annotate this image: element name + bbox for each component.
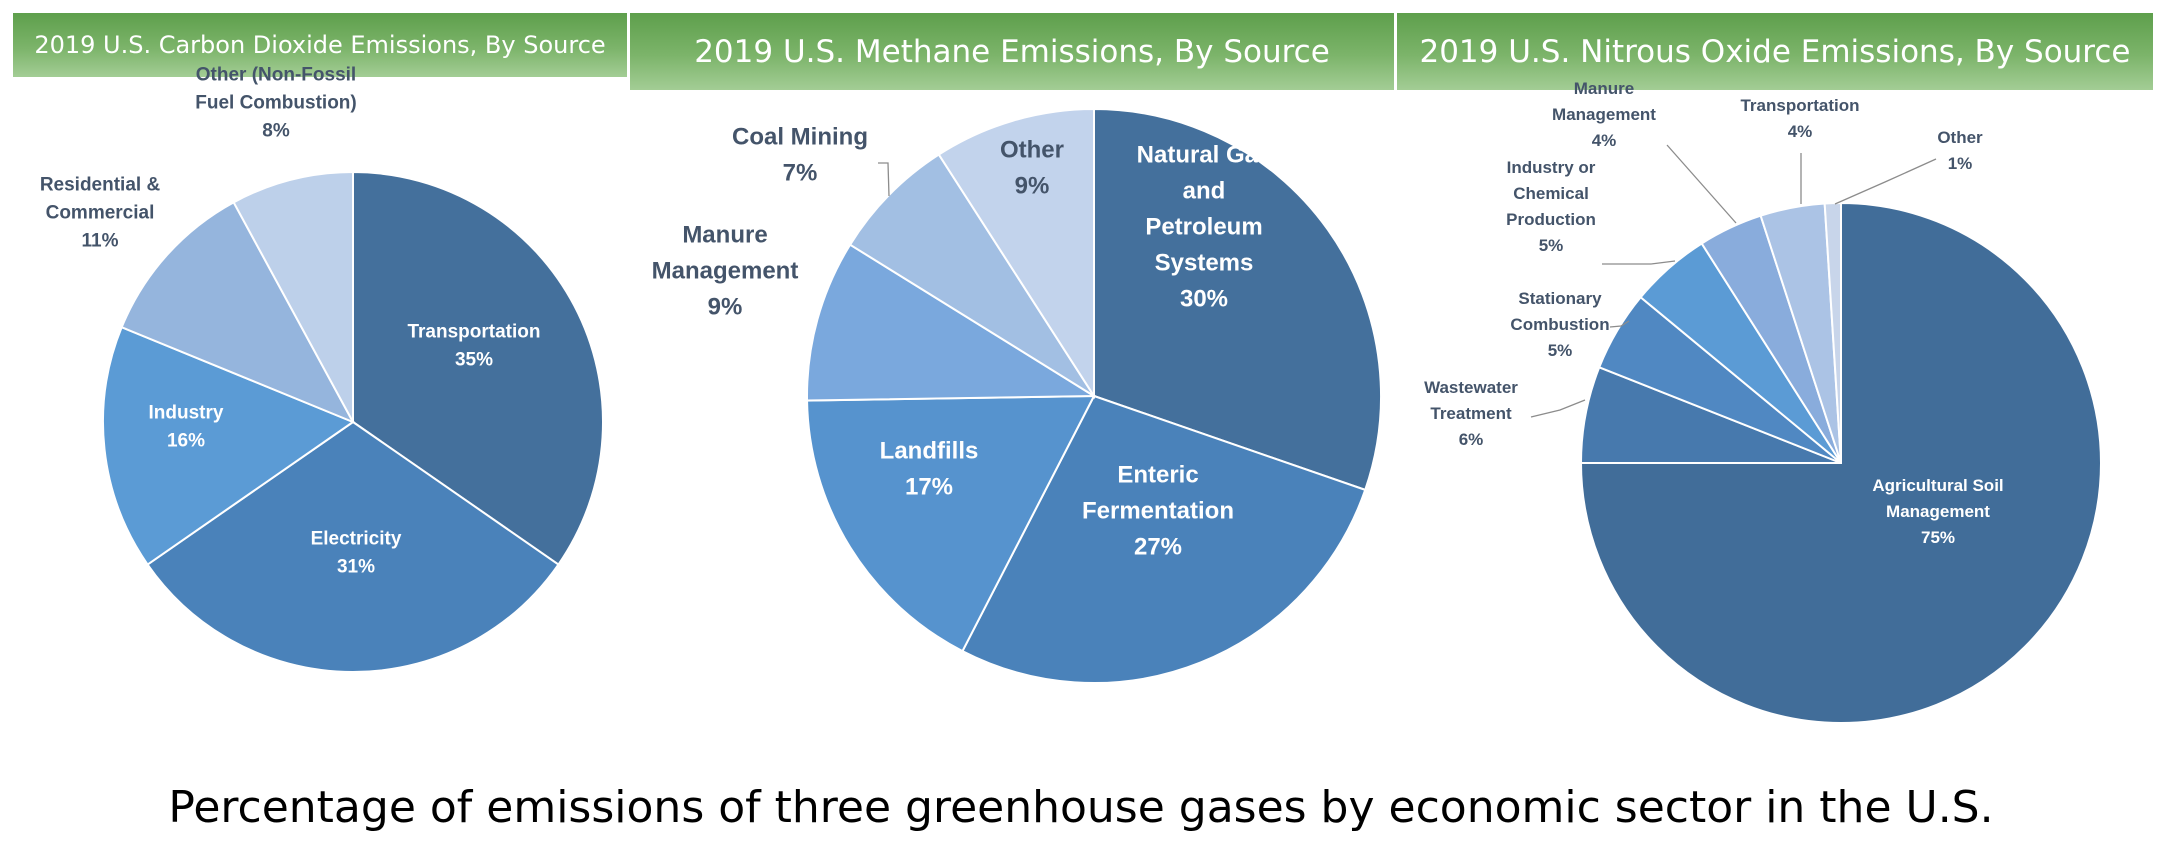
- co2-slice-electricity: [146, 420, 560, 673]
- methane-slice-enteric-fermentation: [961, 394, 1367, 684]
- methane-label-coal-mining: Coal Mining 7%: [732, 123, 868, 186]
- co2-slice-industry: [102, 325, 356, 566]
- nitrous-oxide-slice-agricultural-soil-management: [1579, 201, 2102, 724]
- methane-leader-line-coal-mining: [878, 162, 890, 197]
- co2-label-transportation: Transportation 35%: [407, 322, 540, 371]
- methane-slice-natural-gas-and-petroleum-systems: [1093, 107, 1382, 492]
- nitrous-oxide-pie: Agricultural Soil Management 75% Wastewater…: [1424, 79, 2102, 724]
- nitrous-oxide-label-stationary-combustion: Stationary Combustion 5%: [1510, 289, 1609, 360]
- nitrous-oxide-leader-line-other: [1834, 158, 1937, 205]
- nitrous-oxide-label-wastewater-treatment: Wastewater Treatment 6%: [1424, 378, 1518, 449]
- co2-label-residential-commercial: Residential & Commercial 11%: [40, 175, 161, 252]
- nitrous-oxide-label-other: Other 1%: [1937, 128, 1983, 173]
- nitrous-oxide-chart-title: 2019 U.S. Nitrous Oxide Emissions, By So…: [1397, 13, 2153, 90]
- nitrous-oxide-leader-line-stationary-combustion: [1609, 320, 1630, 328]
- nitrous-oxide-label-industry-or-chemical-production: Industry or Chemical Production 5%: [1506, 158, 1596, 255]
- figure-caption: Percentage of emissions of three greenho…: [168, 782, 1994, 833]
- methane-pie: Natural Gas and Petroleum Systems 30% Enteric…: [652, 107, 1382, 684]
- nitrous-oxide-leader-line-manure-management: [1666, 144, 1737, 224]
- co2-label-other-non-fossil-fuel-combustion: Other (Non-Fossil Fuel Combustion) 8%: [195, 65, 356, 142]
- co2-pie: Transportation 35% Electricity 31% Industry 1…: [40, 65, 604, 673]
- methane-slice-other: [937, 107, 1095, 400]
- co2-label-electricity: Electricity 31%: [311, 529, 402, 578]
- nitrous-oxide-label-transportation: Transportation 4%: [1740, 96, 1859, 141]
- methane-label-other: Other 9%: [1000, 136, 1064, 199]
- methane-label-manure-management: Manure Management 9%: [652, 221, 799, 320]
- nitrous-oxide-leader-line-industry-or-chemical-production: [1602, 260, 1676, 265]
- methane-label-enteric-fermentation: Enteric Fermentation 27%: [1082, 461, 1234, 560]
- co2-chart-title: 2019 U.S. Carbon Dioxide Emissions, By S…: [13, 13, 627, 77]
- nitrous-oxide-leader-line-wastewater-treatment: [1530, 399, 1586, 418]
- methane-slice-manure-management: [806, 243, 1098, 402]
- co2-slice-residential-commercial: [120, 200, 356, 424]
- nitrous-oxide-label-manure-management: Manure Management 4%: [1552, 79, 1656, 150]
- nitrous-oxide-label-agricultural-soil-management: Agricultural Soil Management 75%: [1872, 476, 2003, 547]
- methane-slice-landfills: [806, 394, 1096, 653]
- co2-slice-transportation: [352, 170, 604, 566]
- methane-label-landfills: Landfills 17%: [880, 437, 979, 500]
- co2-label-industry: Industry 16%: [149, 403, 224, 452]
- co2-slice-other-non-fossil-fuel-combustion: [232, 170, 354, 423]
- nitrous-oxide-slice-other: [1823, 201, 1842, 464]
- methane-chart-title: 2019 U.S. Methane Emissions, By Source: [630, 13, 1394, 90]
- methane-label-natural-gas-and-petroleum-systems: Natural Gas and Petroleum Systems 30%: [1137, 141, 1272, 312]
